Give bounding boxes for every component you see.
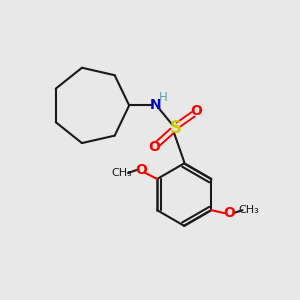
Text: CH₃: CH₃ xyxy=(111,168,132,178)
Text: O: O xyxy=(135,163,147,177)
Text: O: O xyxy=(148,140,160,154)
Text: O: O xyxy=(190,104,202,118)
Text: H: H xyxy=(159,92,168,104)
Text: S: S xyxy=(169,119,181,137)
Text: N: N xyxy=(150,98,162,112)
Text: O: O xyxy=(223,206,235,220)
Text: CH₃: CH₃ xyxy=(238,205,259,215)
